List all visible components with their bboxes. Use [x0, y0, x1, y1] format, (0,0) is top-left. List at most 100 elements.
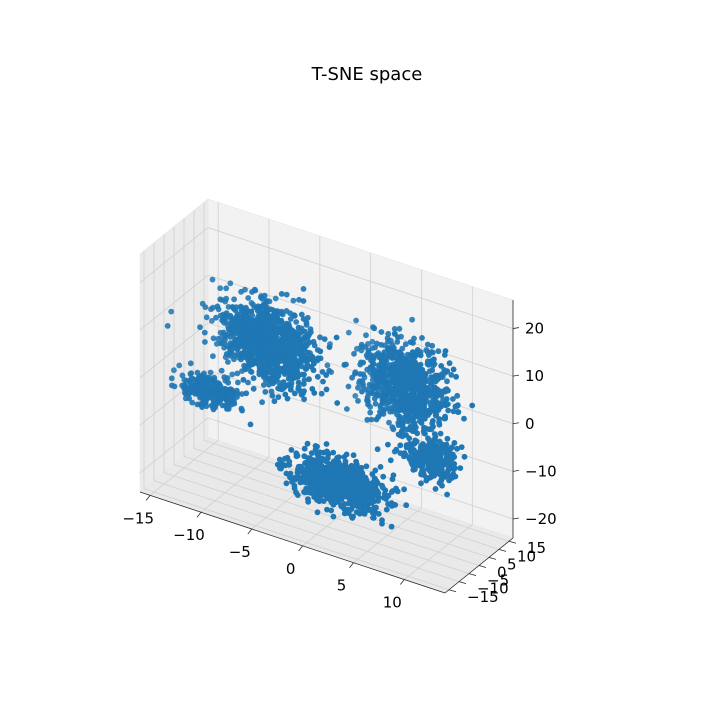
data-point	[445, 407, 452, 414]
data-point	[326, 344, 333, 350]
data-point	[232, 317, 239, 324]
data-point	[290, 340, 297, 347]
data-point	[444, 378, 450, 385]
data-point	[377, 365, 383, 371]
data-point	[387, 457, 394, 464]
data-point	[349, 374, 355, 381]
data-point	[438, 401, 445, 408]
data-point	[247, 421, 254, 428]
data-point	[368, 484, 374, 491]
data-point	[294, 492, 301, 498]
data-point	[425, 442, 432, 448]
data-point	[361, 476, 367, 483]
data-point	[413, 449, 419, 456]
data-point	[379, 517, 385, 524]
data-point	[188, 386, 194, 393]
data-point	[294, 333, 301, 340]
data-point	[357, 361, 364, 368]
data-point	[258, 294, 264, 301]
data-point	[223, 295, 230, 302]
data-point	[449, 455, 456, 462]
data-point	[238, 288, 245, 295]
data-point	[315, 452, 321, 459]
data-point	[295, 463, 302, 470]
data-point	[382, 361, 388, 368]
gridline-z-back	[207, 274, 514, 377]
data-point	[270, 378, 277, 385]
y-tick-label: 10	[517, 547, 536, 565]
z-tick-mark	[512, 327, 520, 329]
z-tick-label: −10	[525, 462, 557, 480]
data-point	[406, 356, 413, 363]
data-point	[297, 358, 304, 365]
data-point	[353, 509, 360, 515]
data-point	[278, 383, 285, 390]
data-point	[293, 365, 300, 371]
data-point	[309, 481, 316, 488]
data-point	[301, 371, 307, 378]
data-point	[282, 462, 289, 469]
data-point	[261, 360, 268, 367]
data-point	[320, 498, 327, 504]
data-point	[438, 391, 444, 397]
data-point	[435, 348, 442, 355]
x-tick-label: 10	[383, 594, 402, 612]
data-point	[419, 460, 426, 467]
data-point	[266, 313, 273, 320]
data-point	[212, 403, 219, 409]
data-point	[444, 461, 450, 467]
gridline-y-floor	[153, 480, 460, 583]
data-point	[407, 339, 414, 345]
data-point	[305, 349, 311, 356]
data-point	[287, 370, 293, 377]
data-point	[458, 444, 465, 450]
data-point	[380, 473, 387, 480]
data-point	[469, 402, 476, 409]
data-point	[421, 393, 428, 400]
data-point	[187, 360, 194, 367]
data-point	[351, 463, 358, 470]
data-point	[320, 378, 326, 385]
data-point	[363, 386, 370, 393]
data-point	[430, 423, 436, 430]
data-point	[354, 468, 361, 475]
data-point	[357, 371, 363, 377]
data-point	[419, 385, 426, 391]
data-point	[221, 386, 228, 392]
chart-title: T-SNE space	[311, 64, 423, 85]
data-point	[274, 329, 280, 335]
data-point	[247, 357, 254, 364]
data-point	[389, 345, 396, 352]
data-point	[375, 413, 382, 420]
data-point	[345, 383, 352, 390]
data-point	[300, 316, 307, 322]
data-point	[352, 393, 359, 399]
data-point	[291, 485, 298, 492]
data-point	[190, 376, 196, 382]
data-point	[316, 463, 322, 470]
data-point	[429, 471, 435, 478]
data-point	[243, 390, 250, 397]
data-point	[420, 428, 427, 435]
data-point	[399, 364, 405, 370]
data-point	[379, 484, 386, 491]
data-point	[461, 415, 467, 422]
data-point	[210, 353, 216, 360]
data-point	[288, 447, 295, 453]
data-point	[229, 371, 236, 378]
data-point	[303, 466, 310, 473]
data-point	[407, 423, 414, 430]
data-point	[441, 415, 448, 422]
data-point	[334, 400, 341, 406]
data-point	[436, 471, 443, 478]
data-point	[424, 466, 431, 472]
data-point	[259, 399, 265, 406]
data-point	[235, 338, 242, 345]
y-tick-mark	[468, 573, 477, 576]
data-point	[272, 295, 279, 302]
data-point	[300, 381, 307, 387]
data-point	[356, 477, 363, 484]
data-point	[369, 338, 376, 345]
data-point	[210, 304, 216, 311]
data-point	[429, 367, 436, 374]
